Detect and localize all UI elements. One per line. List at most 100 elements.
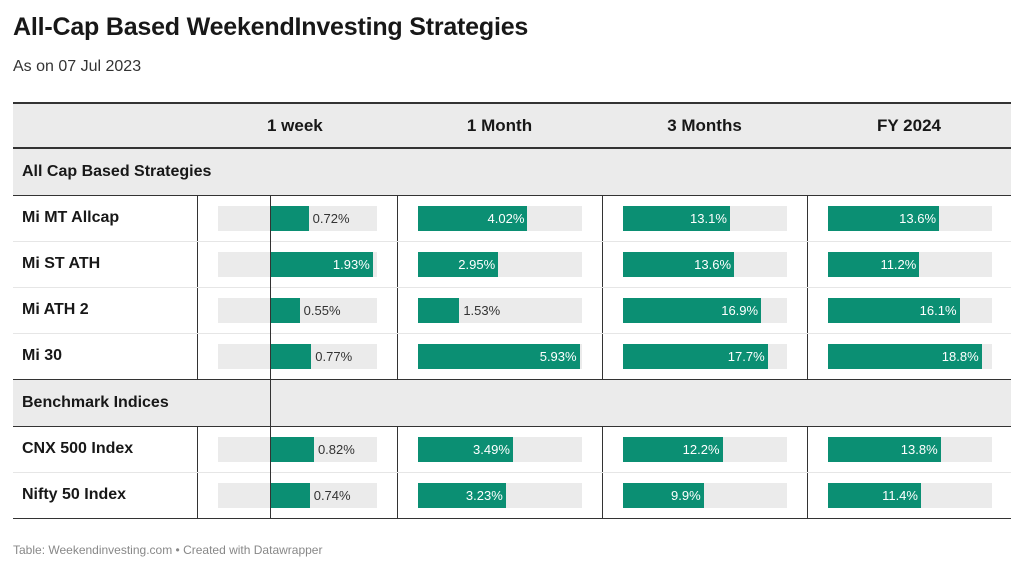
row-label: Nifty 50 Index <box>13 472 197 519</box>
bar-cell: 1.53% <box>396 287 602 334</box>
bar-value-label: 5.93% <box>539 348 577 364</box>
bar-cell: 3.23% <box>396 472 602 519</box>
data-table: 1 week 1 Month 3 Months FY 2024 All Cap … <box>13 102 1011 519</box>
bar-fill <box>827 436 941 462</box>
group-row-all-cap-based-strategies: All Cap Based Strategies <box>13 148 1011 196</box>
bar-cell: 0.74% <box>196 472 397 519</box>
column-header-name <box>13 102 197 149</box>
bar-fill <box>622 482 704 508</box>
bar-fill <box>622 205 730 231</box>
bar-fill <box>827 482 921 508</box>
bar-cell: 0.72% <box>196 195 397 242</box>
table-row: Nifty 50 Index 0.74% 3.23% 9.9% 11.4% <box>13 472 1011 519</box>
bar-fill <box>270 436 314 462</box>
column-header-1-week: 1 week <box>197 102 397 149</box>
bar-cell: 16.1% <box>806 287 1011 334</box>
bar-cell: 2.95% <box>396 241 602 288</box>
bar-value-label: 0.77% <box>315 348 353 364</box>
table-body: All Cap Based Strategies Mi MT Allcap 0.72… <box>13 148 1011 519</box>
column-header-1-month: 1 Month <box>397 102 602 149</box>
row-label: Mi 30 <box>13 333 197 380</box>
table-footer: Table: Weekendinvesting.com • Created wi… <box>13 543 323 557</box>
bar-value-label: 13.1% <box>690 210 727 226</box>
bar-fill <box>270 297 300 323</box>
zero-axis-line <box>270 195 271 518</box>
row-label: Mi ST ATH <box>13 241 197 288</box>
group-label: All Cap Based Strategies <box>13 148 1011 196</box>
bar-value-label: 18.8% <box>941 348 979 364</box>
bar-track: 0.82% <box>217 436 377 462</box>
bar-value-label: 4.02% <box>487 210 525 226</box>
bar-fill <box>270 343 312 369</box>
bar-cell: 0.55% <box>196 287 397 334</box>
bar-cell: 12.2% <box>601 426 807 473</box>
bar-fill <box>270 482 310 508</box>
bar-cell: 1.93% <box>196 241 397 288</box>
bar-cell: 4.02% <box>396 195 602 242</box>
bar-cell: 5.93% <box>396 333 602 380</box>
bar-fill <box>827 343 982 369</box>
bar-cell: 0.82% <box>196 426 397 473</box>
bar-value-label: 12.2% <box>682 441 720 457</box>
bar-value-label: 0.72% <box>312 210 350 226</box>
bar-fill <box>827 205 940 231</box>
bar-cell: 13.1% <box>601 195 807 242</box>
bar-value-label: 17.7% <box>727 348 765 364</box>
bar-value-label: 1.53% <box>463 302 501 318</box>
bar-value-label: 1.93% <box>332 256 370 272</box>
bar-value-label: 9.9% <box>671 487 701 503</box>
bar-value-label: 16.1% <box>919 302 957 318</box>
bar-value-label: 2.95% <box>458 256 496 272</box>
table-row: Mi ATH 2 0.55% 1.53% 16.9% 16.1% <box>13 287 1011 334</box>
bar-track: 12.2% <box>622 436 787 462</box>
bar-fill <box>270 205 309 231</box>
bar-track: 17.7% <box>622 343 787 369</box>
row-label: Mi MT Allcap <box>13 195 197 242</box>
bar-track: 11.2% <box>827 251 992 277</box>
bar-cell: 9.9% <box>601 472 807 519</box>
bar-track: 13.8% <box>827 436 992 462</box>
bar-track: 16.9% <box>622 297 787 323</box>
bar-value-label: 13.8% <box>900 441 938 457</box>
bar-fill <box>622 343 768 369</box>
bar-track: 3.23% <box>417 482 582 508</box>
table-row: CNX 500 Index 0.82% 3.49% 12.2% 13.8% <box>13 426 1011 473</box>
bar-track: 2.95% <box>417 251 582 277</box>
bar-track: 13.6% <box>827 205 992 231</box>
table-row: Mi ST ATH 1.93% 2.95% 13.6% 11.2% <box>13 241 1011 288</box>
bar-track: 13.6% <box>622 251 787 277</box>
bar-track: 0.55% <box>217 297 377 323</box>
bar-value-label: 3.23% <box>465 487 503 503</box>
bar-cell: 13.6% <box>601 241 807 288</box>
bar-fill <box>417 436 513 462</box>
bar-track: 1.53% <box>417 297 582 323</box>
bar-value-label: 0.82% <box>317 441 355 457</box>
bar-track: 1.93% <box>217 251 377 277</box>
bar-track: 0.77% <box>217 343 377 369</box>
bar-value-label: 11.4% <box>882 487 918 503</box>
bar-value-label: 11.2% <box>880 256 917 272</box>
bar-fill <box>417 205 528 231</box>
group-row-benchmark-indices: Benchmark Indices <box>13 379 1011 427</box>
bar-track: 0.72% <box>217 205 377 231</box>
bar-track: 13.1% <box>622 205 787 231</box>
bar-fill <box>417 297 460 323</box>
bar-cell: 3.49% <box>396 426 602 473</box>
bar-fill <box>417 251 499 277</box>
bar-cell: 13.6% <box>806 195 1011 242</box>
table-row: Mi 30 0.77% 5.93% 17.7% 18.8% <box>13 333 1011 380</box>
header-row: 1 week 1 Month 3 Months FY 2024 <box>13 102 1011 149</box>
bar-cell: 17.7% <box>601 333 807 380</box>
bar-value-label: 3.49% <box>473 441 510 457</box>
column-header-fy-2024: FY 2024 <box>807 102 1011 149</box>
bar-fill <box>622 297 762 323</box>
bar-fill <box>827 297 960 323</box>
bar-track: 16.1% <box>827 297 992 323</box>
table-row: Mi MT Allcap 0.72% 4.02% 13.1% 13.6% <box>13 195 1011 242</box>
bar-fill <box>622 436 723 462</box>
bar-value-label: 13.6% <box>899 210 937 226</box>
bar-track: 4.02% <box>417 205 582 231</box>
bar-track: 0.74% <box>217 482 377 508</box>
bar-fill <box>417 482 506 508</box>
bar-track: 9.9% <box>622 482 787 508</box>
